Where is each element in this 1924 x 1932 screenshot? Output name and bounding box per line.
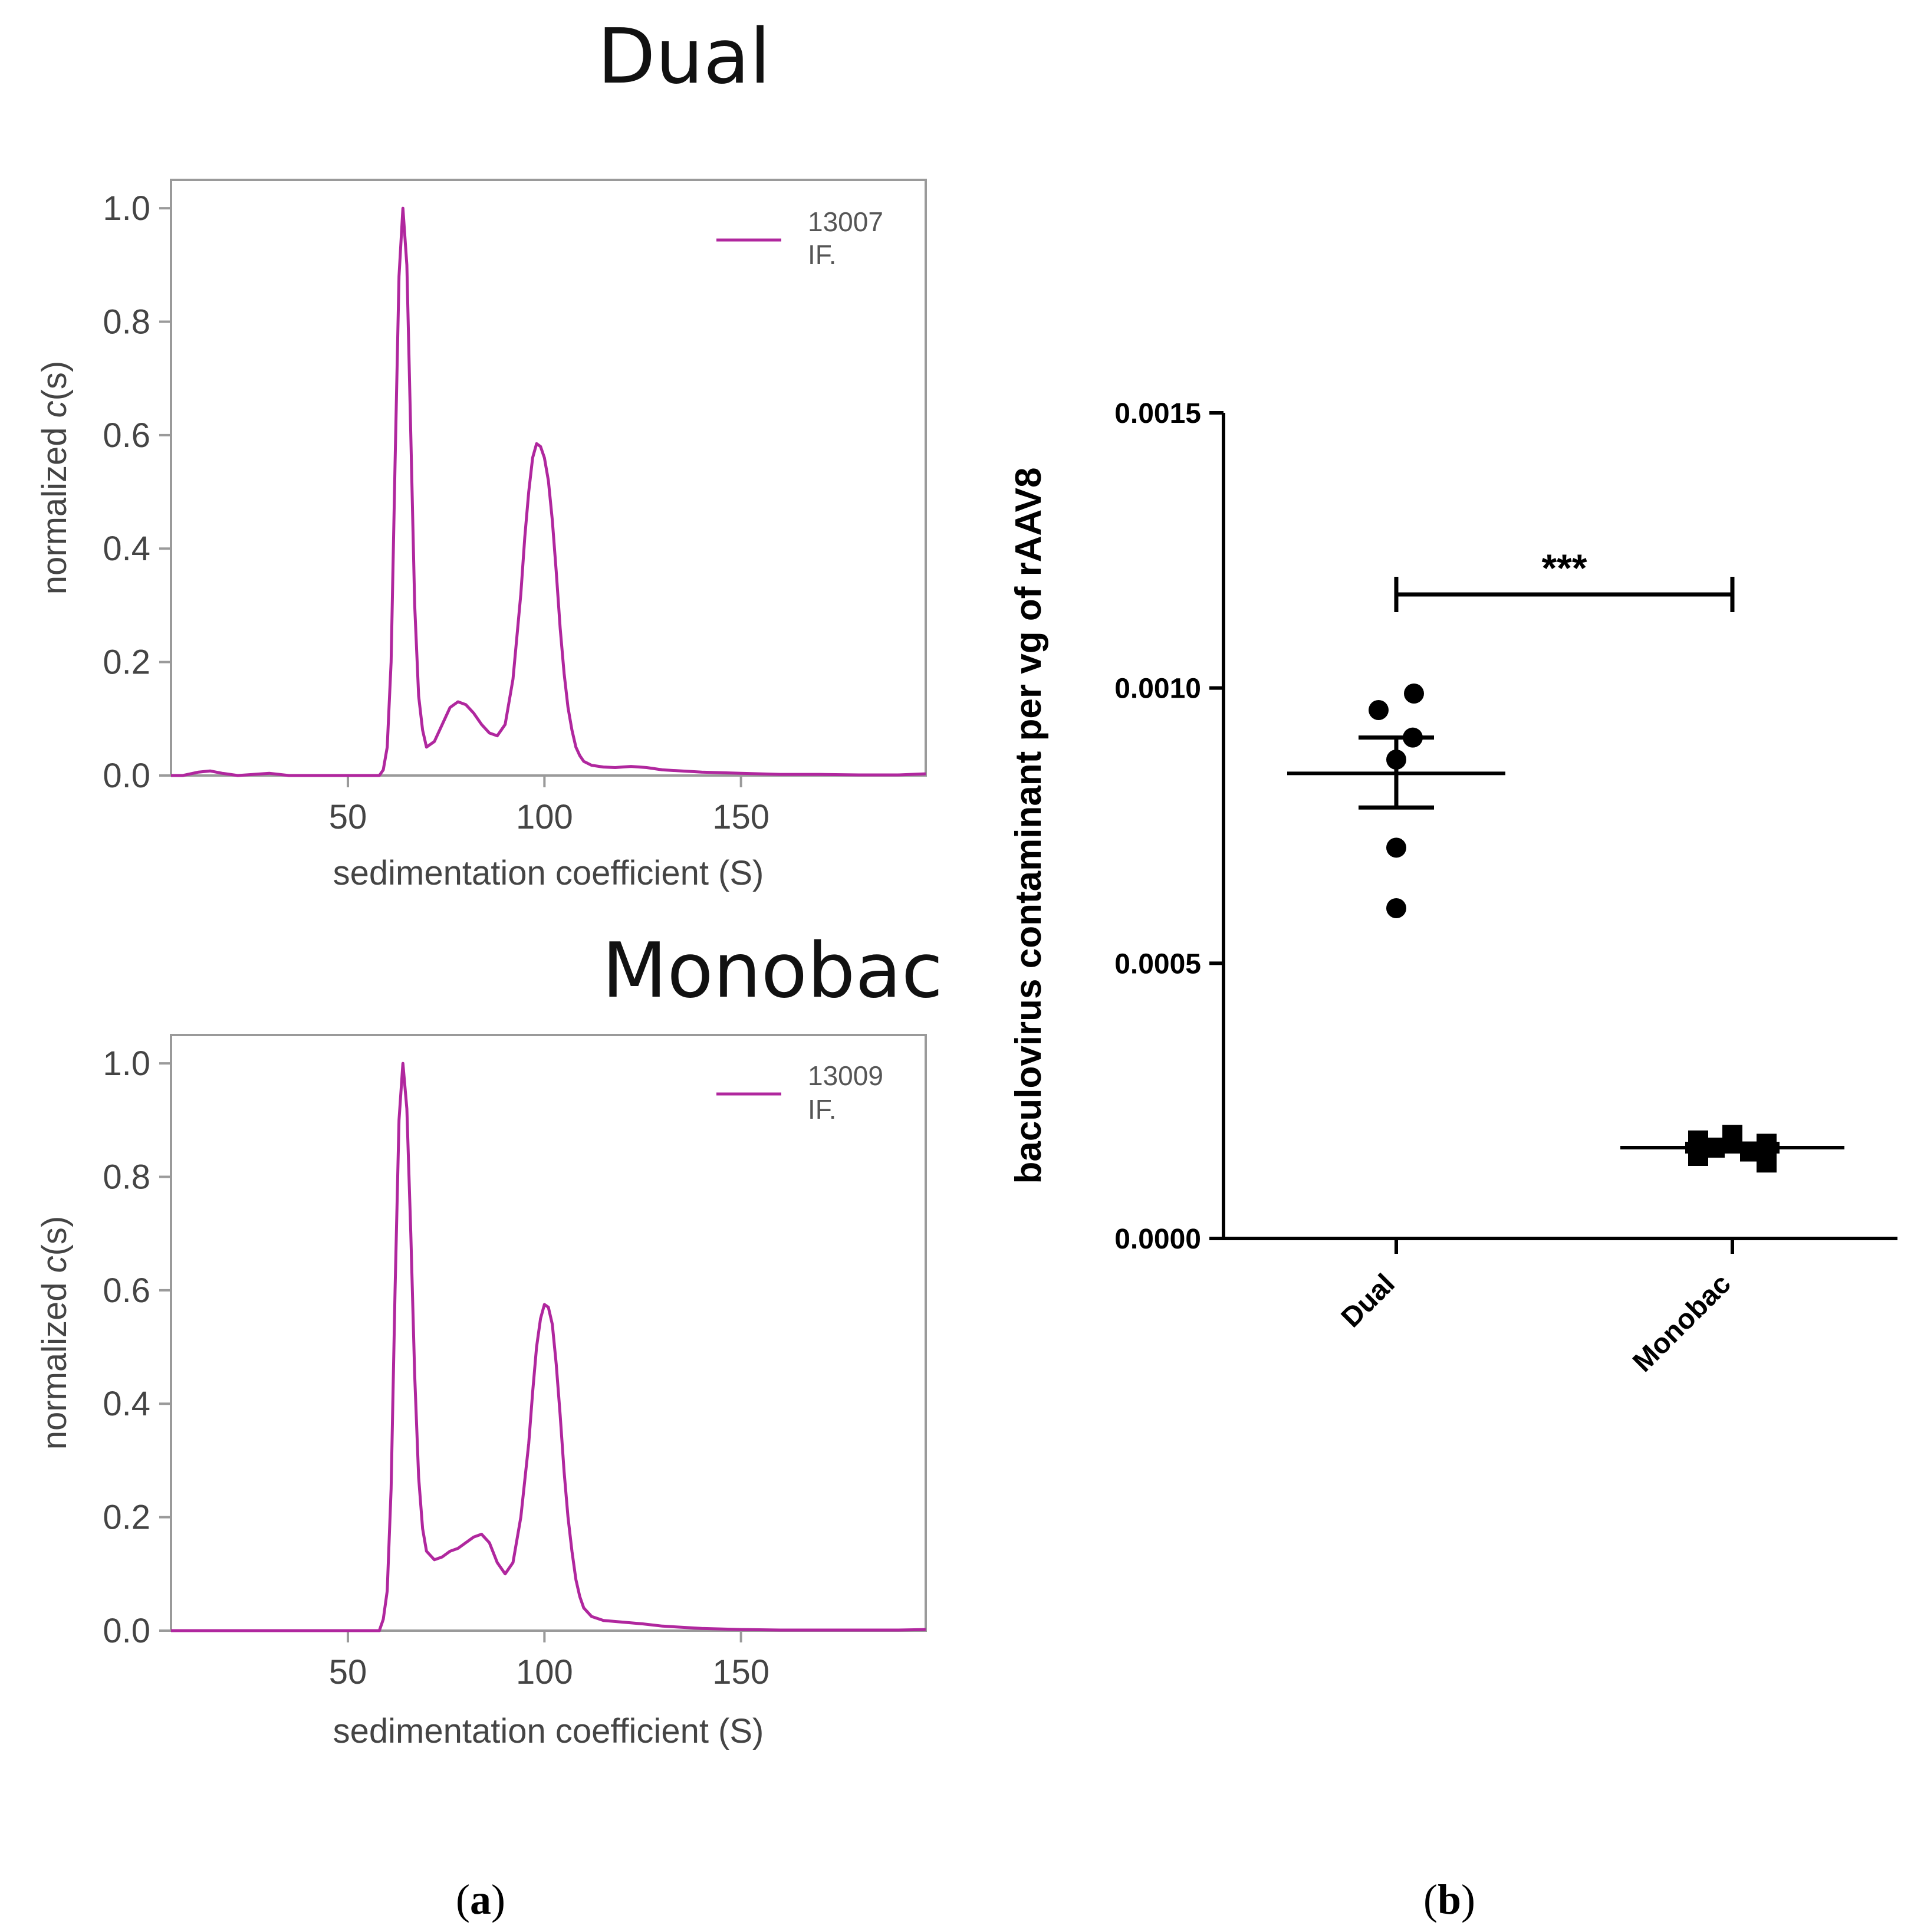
dual-data-point <box>1404 684 1424 704</box>
dual-y-label-suffix: (s) <box>35 361 74 401</box>
monobac-y-label-prefix: normalized <box>35 1273 74 1450</box>
contaminant-x-tick-label: Monobac <box>1627 1268 1736 1378</box>
monobac-x-tick-label: 150 <box>712 1653 769 1691</box>
dual-legend-line1: 13007 <box>808 206 883 237</box>
contaminant-error-bars <box>1287 735 1844 1154</box>
dual-y-tick-label: 0.6 <box>103 416 150 455</box>
monobac-x-ticks: 50 100 150 <box>329 1631 769 1691</box>
monobac-y-tick-label: 0.6 <box>103 1271 150 1310</box>
monobac-legend-line2: IF. <box>808 1094 837 1125</box>
monobac-y-tick-label: 0.4 <box>103 1385 150 1423</box>
panel-label-a: (a) <box>456 1876 505 1923</box>
monobac-chart-title: Monobac <box>602 927 943 1015</box>
dual-y-tick-label: 1.0 <box>103 189 150 228</box>
dual-y-tick-label: 0.0 <box>103 757 150 795</box>
monobac-y-ticks: 0.0 0.2 0.4 0.6 0.8 1.0 <box>103 1044 171 1650</box>
monobac-data-point <box>1722 1125 1742 1145</box>
monobac-y-tick-label: 0.0 <box>103 1612 150 1650</box>
contaminant-y-tick-label: 0.0005 <box>1114 948 1201 980</box>
contaminant-y-ticks: 0.0000 0.0005 0.0010 0.0015 <box>1114 398 1224 1255</box>
dual-data-point <box>1369 700 1389 720</box>
dual-y-label-italic: c <box>35 400 74 418</box>
dual-y-axis-label: normalized c(s) <box>35 361 74 594</box>
monobac-plot-frame <box>170 1034 927 1632</box>
contaminant-x-tick-label: Dual <box>1336 1268 1401 1333</box>
dual-x-axis-label: sedimentation coefficient (S) <box>333 854 764 892</box>
monobac-x-tick-label: 100 <box>516 1653 573 1691</box>
dual-plot-frame <box>170 179 927 777</box>
dual-y-label-prefix: normalized <box>35 418 74 594</box>
dual-curve <box>171 206 926 777</box>
dual-legend-line2: IF. <box>808 239 837 270</box>
monobac-chart: Monobac 0.0 0.2 0.4 0.6 0.8 1.0 50 100 150 1300… <box>35 927 943 1750</box>
dual-data-point <box>1386 837 1406 858</box>
panel-label-b-open: ( <box>1423 1876 1438 1923</box>
contaminant-x-ticks: Dual Monobac <box>1336 1238 1737 1378</box>
panel-label-a-close: ) <box>491 1876 505 1923</box>
dual-data-point <box>1386 898 1406 918</box>
monobac-y-tick-label: 0.8 <box>103 1158 150 1196</box>
monobac-x-axis-label: sedimentation coefficient (S) <box>333 1712 764 1750</box>
monobac-data-point <box>1757 1152 1777 1173</box>
contaminant-y-tick-label: 0.0000 <box>1114 1224 1201 1255</box>
dual-y-tick-label: 0.8 <box>103 303 150 341</box>
dual-chart: Dual 0.0 0.2 0.4 0.6 0.8 1.0 50 100 150 13007 I… <box>35 13 927 892</box>
dual-y-tick-label: 0.4 <box>103 530 150 568</box>
contaminant-points <box>1369 684 1777 1173</box>
dual-chart-title: Dual <box>597 13 771 101</box>
dual-y-tick-label: 0.2 <box>103 643 150 682</box>
monobac-y-tick-label: 0.2 <box>103 1499 150 1537</box>
dual-x-tick-label: 150 <box>712 798 769 836</box>
contaminant-y-tick-label: 0.0010 <box>1114 673 1201 705</box>
monobac-x-tick-label: 50 <box>329 1653 367 1691</box>
monobac-y-axis-label: normalized c(s) <box>35 1216 74 1450</box>
monobac-y-label-italic: c <box>35 1256 74 1273</box>
dual-x-tick-label: 50 <box>329 798 367 836</box>
monobac-curve <box>171 1062 926 1632</box>
panel-label-b-close: ) <box>1461 1876 1475 1923</box>
monobac-y-label-suffix: (s) <box>35 1216 74 1256</box>
contaminant-y-axis-label: baculovirus contaminant per vg of rAAV8 <box>1008 468 1049 1184</box>
panel-label-b-letter: b <box>1438 1876 1461 1923</box>
significance-label: *** <box>1541 546 1587 590</box>
contaminant-chart: 0.0000 0.0005 0.0010 0.0015 Dual Monobac ***… <box>1008 398 1897 1378</box>
panel-label-b: (b) <box>1423 1876 1475 1923</box>
contaminant-y-tick-label: 0.0015 <box>1114 398 1201 429</box>
dual-x-tick-label: 100 <box>516 798 573 836</box>
significance-bracket <box>1394 577 1735 612</box>
panel-label-a-open: ( <box>456 1876 470 1923</box>
panel-label-a-letter: a <box>470 1876 491 1923</box>
dual-x-ticks: 50 100 150 <box>329 776 769 836</box>
monobac-y-tick-label: 1.0 <box>103 1044 150 1083</box>
dual-y-ticks: 0.0 0.2 0.4 0.6 0.8 1.0 <box>103 189 171 795</box>
monobac-legend-line1: 13009 <box>808 1060 883 1091</box>
